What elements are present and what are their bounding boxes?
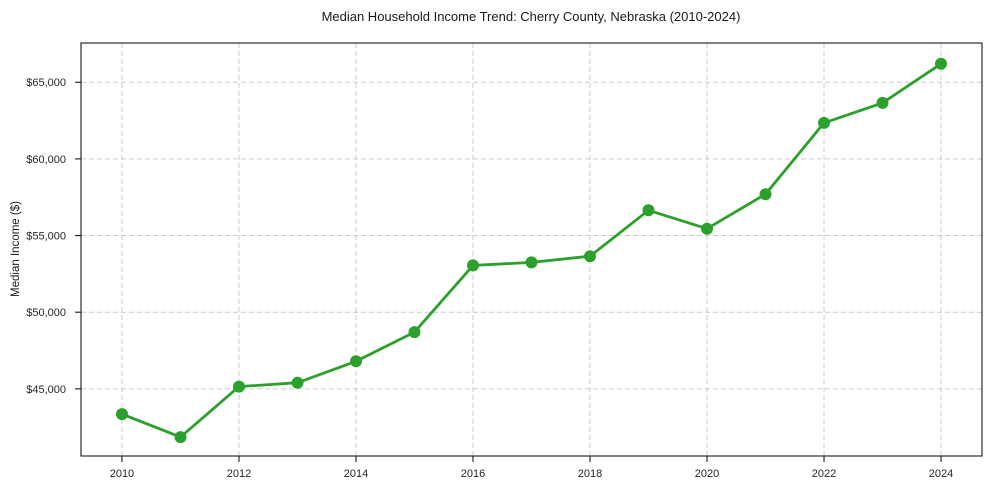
data-point-2018 (584, 250, 596, 263)
x-tick-label: 2010 (110, 468, 134, 480)
data-point-2021 (759, 188, 772, 201)
data-point-2020 (701, 222, 713, 235)
chart-title: Median Household Income Trend: Cherry Co… (322, 9, 741, 24)
data-point-2019 (642, 204, 655, 217)
grid-layer (81, 43, 982, 456)
data-point-2022 (818, 116, 830, 129)
data-point-2015 (408, 326, 421, 339)
x-tick-label: 2014 (344, 468, 368, 480)
data-point-2012 (233, 380, 245, 393)
y-tick-label: $65,000 (26, 77, 66, 89)
data-point-2011 (174, 431, 187, 444)
data-point-2013 (291, 376, 304, 389)
x-tick-label: 2022 (812, 468, 836, 480)
data-point-2016 (467, 259, 479, 272)
series-layer (116, 57, 947, 444)
x-tick-label: 2018 (578, 468, 602, 480)
plot-border (80, 42, 983, 457)
y-tick-label: $55,000 (26, 231, 66, 243)
data-point-2014 (350, 355, 362, 368)
x-tick-label: 2016 (461, 468, 485, 480)
data-point-2010 (116, 408, 128, 421)
trend-line (120, 62, 943, 439)
y-tick-label: $60,000 (26, 154, 66, 166)
x-tick-label: 2020 (695, 468, 719, 480)
data-point-2023 (876, 96, 889, 109)
y-axis-label: Median Income ($) (10, 201, 22, 297)
axis-tick-layer: $45,000 $50,000 $55,000 $60,000 $65,000 2010 2… (26, 77, 953, 480)
y-tick-label: $45,000 (26, 384, 66, 396)
x-tick-label: 2024 (929, 468, 953, 480)
y-tick-label: $50,000 (26, 307, 66, 319)
data-point-2017 (525, 256, 538, 269)
data-point-2024 (935, 57, 947, 70)
x-tick-label: 2012 (227, 468, 251, 480)
